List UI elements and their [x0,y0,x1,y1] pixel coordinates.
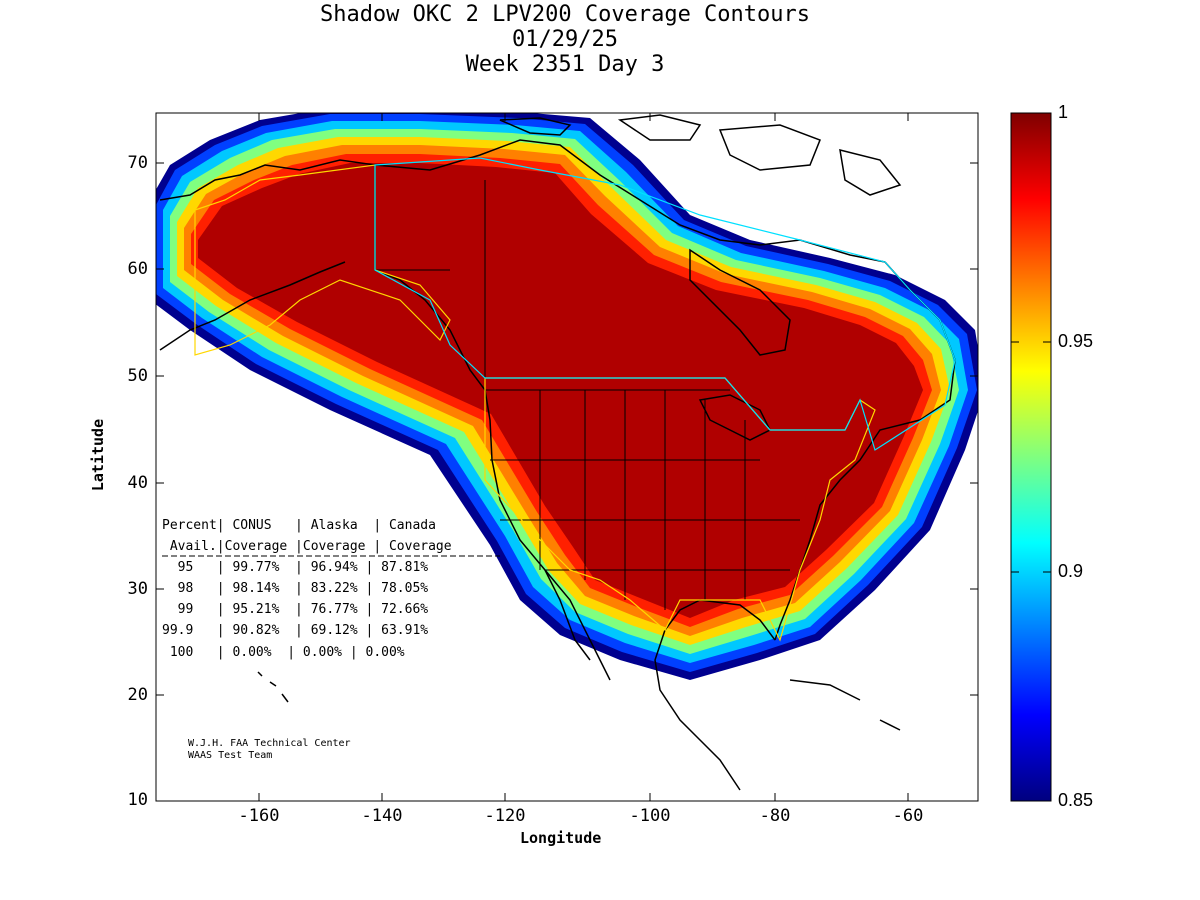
west-coast [484,389,611,681]
ytick-label: 50 [127,366,148,386]
xtick-label: -160 [238,806,280,826]
alaska-coast [159,159,486,391]
xtick-label: -120 [484,806,526,826]
y-axis-title: Latitude [89,418,108,492]
state-borders [375,180,800,610]
arctic-islands [499,114,902,196]
x-axis-title: Longitude [520,829,602,847]
credit-line-1: W.J.H. FAA Technical Center [188,738,351,749]
chart-title: Shadow OKC 2 LPV200 Coverage Contours [319,2,811,27]
colorbar-label-095: 0.95 [1058,331,1094,351]
chart-week: Week 2351 Day 3 [465,52,665,77]
table-row: 95 | 99.77% | 96.94% | 87.81% [162,560,429,575]
colorbar-label-085: 0.85 [1058,790,1094,810]
xtick-label: -100 [629,806,671,826]
xtick-label: -140 [361,806,403,826]
colorbar-label-09: 0.9 [1058,561,1084,581]
xtick-label: -80 [759,806,791,826]
gulf-coast [654,599,776,791]
table-header-1: Percent| CONUS | Alaska | Canada [162,518,436,533]
alaska-service-border [194,164,451,356]
colorbar-label-1: 1 [1058,102,1069,122]
ytick-label: 70 [127,153,148,173]
great-lakes [698,394,772,441]
chart-date: 01/29/25 [512,27,618,52]
table-row: 98 | 98.14% | 83.22% | 78.05% [162,581,429,596]
aleutian-coast [159,261,346,351]
caribbean-islands [789,679,901,731]
ytick-label: 30 [127,579,148,599]
ytick-label: 40 [127,473,148,493]
xtick-label: -60 [892,806,924,826]
table-row: 100 | 0.00% | 0.00% | 0.00% [162,645,405,660]
coverage-contours [156,113,978,680]
table-row: 99.9 | 90.82% | 69.12% | 63.91% [162,623,429,638]
credit-line-2: WAAS Test Team [188,750,273,761]
table-row: 99 | 95.21% | 76.77% | 72.66% [162,602,429,617]
ytick-label: 60 [127,259,148,279]
table-header-2: Avail.|Coverage |Coverage | Coverage [162,539,452,554]
canada-service-border [374,157,956,451]
service-volumes [194,157,956,642]
ytick-label: 20 [127,685,148,705]
colorbar-ticks [1011,341,1051,573]
tick-marks [156,113,978,801]
hawaii [257,671,289,703]
baja-coast [544,569,591,661]
hudson-bay-coast [689,248,791,356]
ytick-label: 10 [127,790,148,810]
colorbar [1010,112,1052,802]
plot-frame [155,112,979,802]
